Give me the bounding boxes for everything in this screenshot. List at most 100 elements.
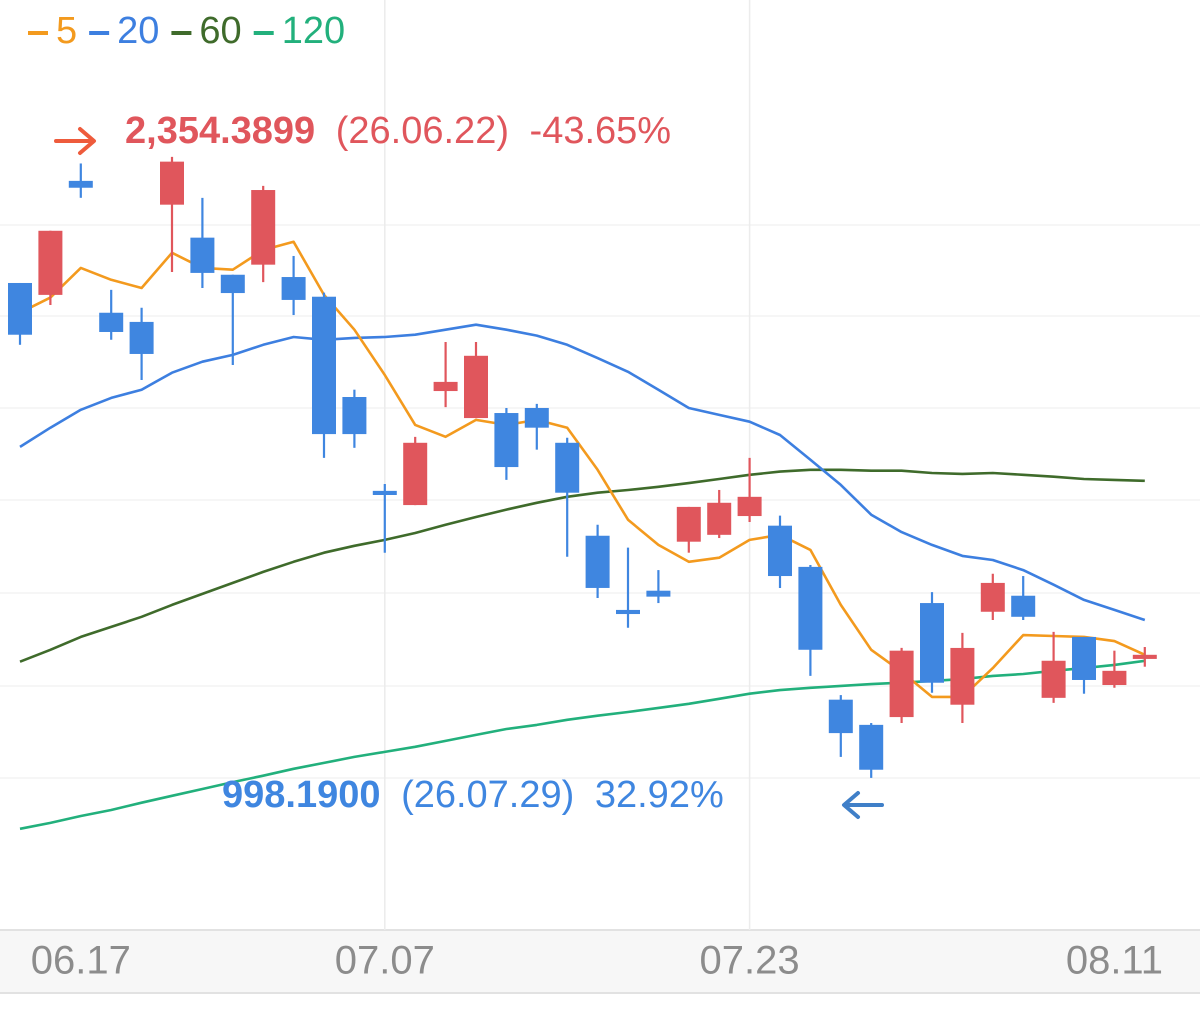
candle [1102,650,1127,688]
candle-body [555,442,580,493]
x-tick-label: 07.07 [335,939,435,983]
candle [251,185,276,283]
candle-body [676,506,701,542]
x-axis-band [0,930,1200,993]
candle [433,342,458,408]
candle [524,403,549,450]
low-change: 32.92% [595,774,724,816]
candle-body [1102,670,1127,686]
candle [1132,647,1157,667]
candle-body [980,582,1005,612]
candle-body [950,647,975,705]
high-change: -43.65% [530,110,672,152]
candle [403,436,428,506]
candle [646,570,671,604]
candle-body [433,381,458,392]
candle-body [1011,595,1036,617]
candle [342,389,367,448]
candle-body [920,603,944,683]
candle-body [828,699,853,734]
legend-label: 60 [199,10,241,52]
candle [464,342,488,419]
candle [676,506,701,553]
candle [798,565,823,676]
candle [8,282,32,345]
candle [1041,631,1066,703]
x-tick-label: 07.23 [700,939,800,983]
high-value: 2,354.3899 [125,110,315,152]
candle-body [464,355,488,419]
candle-body [68,180,93,188]
plot [8,0,1157,930]
candle [1011,576,1036,620]
candle-body [251,190,276,265]
candle-body [160,161,184,205]
candle-body [129,321,154,354]
candle [616,547,640,628]
candle-body [38,230,63,295]
grid [0,224,1200,779]
candle-body [768,525,792,577]
low-annotation: 998.1900 (26.07.29) 32.92% [222,774,724,816]
candle-body [1132,654,1157,659]
candle [220,274,245,365]
candle [889,647,914,724]
ma-line [19,468,1145,663]
candle-body [859,724,884,770]
high-date: (26.06.22) [336,110,509,152]
legend-label: 120 [282,10,345,52]
candle-body [494,413,519,468]
candle-body [372,490,397,495]
candle [737,457,762,523]
low-arrow [842,791,884,819]
legend: 5 20 60 120 [28,10,345,52]
x-tick-label: 08.11 [1066,939,1163,983]
candle-body [190,237,215,273]
candle-body [8,282,32,335]
candle [68,163,93,198]
candle-body [707,502,732,535]
candle-body [585,535,610,588]
candle-body [616,609,640,615]
candle [312,292,336,458]
candle [980,573,1005,620]
high-arrow [54,127,96,155]
candle-body [312,296,336,435]
candle [38,230,63,305]
candle [859,723,884,778]
candle [920,592,944,693]
candle-body [524,407,549,428]
candle [281,255,306,316]
candle [190,197,215,289]
candle [129,307,154,381]
candle [555,437,580,557]
candle-body [798,566,823,650]
candle-body [342,397,367,435]
candle-body [403,442,428,506]
candle-body [646,590,671,597]
candle [372,484,397,553]
legend-label: 5 [56,10,77,52]
candle-body [99,312,124,332]
candle [99,289,124,340]
candle [768,515,792,588]
low-value: 998.1900 [222,774,381,816]
ma-line [19,323,1146,622]
candle [160,156,184,272]
candle-body [1041,660,1066,698]
candle [494,407,519,480]
candle-body [737,496,762,517]
high-annotation: 2,354.3899 (26.06.22) -43.65% [125,110,671,152]
candle [828,695,853,757]
candle-body [281,277,306,300]
candle [1072,636,1096,694]
candle [707,489,732,539]
low-date: (26.07.29) [401,774,574,816]
legend-label: 20 [117,10,159,52]
candle-body [220,274,245,294]
x-tick-label: 06.17 [31,939,131,983]
ma-line [19,240,1146,699]
candle [585,524,610,599]
candle [950,632,975,724]
